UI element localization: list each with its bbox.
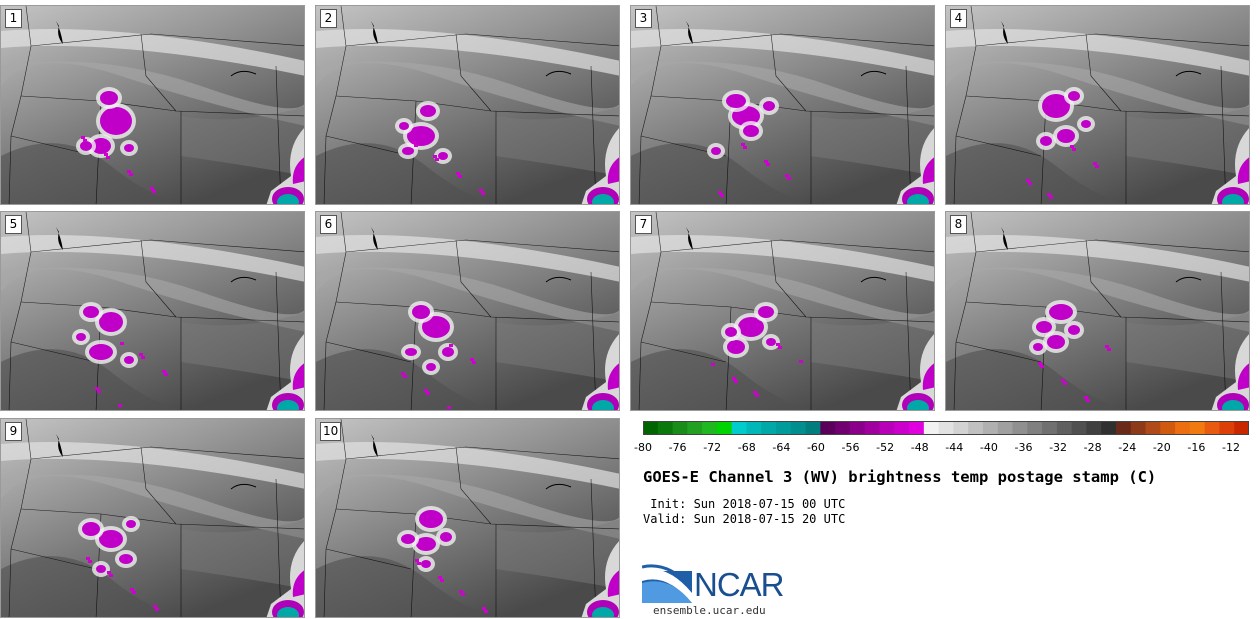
- colorbar-segment: [938, 421, 954, 435]
- panel-number: 1: [5, 9, 22, 28]
- colorbar-segment: [849, 421, 866, 435]
- map-panel: 1: [0, 5, 305, 205]
- colorbar-tick-label: -68: [737, 441, 756, 454]
- panel-number: 8: [950, 215, 967, 234]
- colorbar-segment: [657, 421, 674, 435]
- map-panel: 9: [0, 418, 305, 618]
- colorbar-segment: [761, 421, 777, 435]
- colorbar-segment: [790, 421, 807, 435]
- colorbar-segment: [1234, 421, 1249, 435]
- valid-time: Valid: Sun 2018-07-15 20 UTC: [643, 512, 846, 526]
- map-panel: 3: [630, 5, 935, 205]
- colorbar-segment: [1145, 421, 1161, 435]
- colorbar-segment: [805, 421, 821, 435]
- colorbar-segment: [746, 421, 762, 435]
- colorbar-segment: [776, 421, 792, 435]
- colorbar-segment: [1130, 421, 1147, 435]
- colorbar-segment: [820, 421, 836, 435]
- colorbar-segment: [731, 421, 747, 435]
- panel-number: 10: [320, 422, 342, 441]
- colorbar-tick-label: -76: [668, 441, 687, 454]
- wv-map: [1, 419, 304, 617]
- init-time: Init: Sun 2018-07-15 00 UTC: [643, 497, 846, 511]
- wv-map: [946, 6, 1249, 204]
- colorbar-segment: [982, 421, 999, 435]
- colorbar-tick-label: -24: [1118, 441, 1137, 454]
- colorbar-tick-label: -32: [1049, 441, 1068, 454]
- colorbar-segment: [923, 421, 940, 435]
- ncar-logo-icon: [642, 564, 692, 603]
- ncar-logo-text: NCAR: [694, 566, 785, 603]
- colorbar-segment: [953, 421, 969, 435]
- panel-number: 5: [5, 215, 22, 234]
- colorbar-segment: [879, 421, 895, 435]
- colorbar-segment: [1056, 421, 1073, 435]
- wv-map: [631, 6, 934, 204]
- colorbar-tick-label: -36: [1014, 441, 1033, 454]
- colorbar-segment: [1175, 421, 1191, 435]
- colorbar-segment: [864, 421, 880, 435]
- wv-map: [316, 6, 619, 204]
- panel-number: 6: [320, 215, 337, 234]
- colorbar-segment: [643, 421, 659, 435]
- colorbar-segment: [1042, 421, 1058, 435]
- wv-map: [1, 6, 304, 204]
- colorbar-tick-label: -28: [1083, 441, 1102, 454]
- colorbar-tick-label: -72: [703, 441, 722, 454]
- colorbar-segment: [1219, 421, 1235, 435]
- map-panel: 7: [630, 211, 935, 411]
- map-panel: 2: [315, 5, 620, 205]
- panel-number: 3: [635, 9, 652, 28]
- colorbar-tick-label: -52: [876, 441, 895, 454]
- wv-map: [316, 419, 619, 617]
- map-panel: 10: [315, 418, 620, 618]
- colorbar-segment: [835, 421, 851, 435]
- colorbar-segment: [1027, 421, 1043, 435]
- panel-number: 9: [5, 422, 22, 441]
- colorbar-segment: [702, 421, 718, 435]
- colorbar-segment: [1189, 421, 1206, 435]
- panel-number: 2: [320, 9, 337, 28]
- colorbar-segment: [1012, 421, 1028, 435]
- colorbar-segment: [909, 421, 925, 435]
- wv-map: [316, 212, 619, 410]
- colorbar-segment: [1101, 421, 1117, 435]
- colorbar-tick-label: -64: [772, 441, 791, 454]
- colorbar-tick-label: -12: [1222, 441, 1240, 454]
- colorbar-tick-label: -80: [634, 441, 652, 454]
- map-panel: 8: [945, 211, 1250, 411]
- colorbar-segment: [716, 421, 733, 435]
- colorbar-tick-label: -48: [910, 441, 929, 454]
- map-panel: 6: [315, 211, 620, 411]
- map-panel: 4: [945, 5, 1250, 205]
- colorbar-segment: [997, 421, 1014, 435]
- logo-url: ensemble.ucar.edu: [653, 604, 766, 617]
- colorbar-segment: [687, 421, 703, 435]
- chart-title: GOES-E Channel 3 (WV) brightness temp po…: [643, 468, 1157, 486]
- panel-number: 7: [635, 215, 652, 234]
- colorbar-tick-label: -16: [1187, 441, 1206, 454]
- map-panel: 5: [0, 211, 305, 411]
- colorbar-tick-label: -56: [841, 441, 860, 454]
- wv-map: [631, 212, 934, 410]
- colorbar-segment: [672, 421, 688, 435]
- colorbar-segment: [894, 421, 910, 435]
- colorbar-segment: [1204, 421, 1220, 435]
- panel-number: 4: [950, 9, 967, 28]
- wv-map: [1, 212, 304, 410]
- colorbar-segment: [968, 421, 984, 435]
- colorbar-segment: [1115, 421, 1132, 435]
- colorbar-tick-label: -60: [806, 441, 825, 454]
- colorbar-tick-label: -40: [979, 441, 998, 454]
- colorbar-segment: [1160, 421, 1176, 435]
- colorbar-segment: [1071, 421, 1087, 435]
- ncar-logo: NCAR: [642, 563, 792, 605]
- colorbar: [643, 421, 1249, 435]
- wv-map: [946, 212, 1249, 410]
- colorbar-tick-label: -20: [1152, 441, 1171, 454]
- colorbar-tick-label: -44: [945, 441, 964, 454]
- colorbar-segment: [1086, 421, 1102, 435]
